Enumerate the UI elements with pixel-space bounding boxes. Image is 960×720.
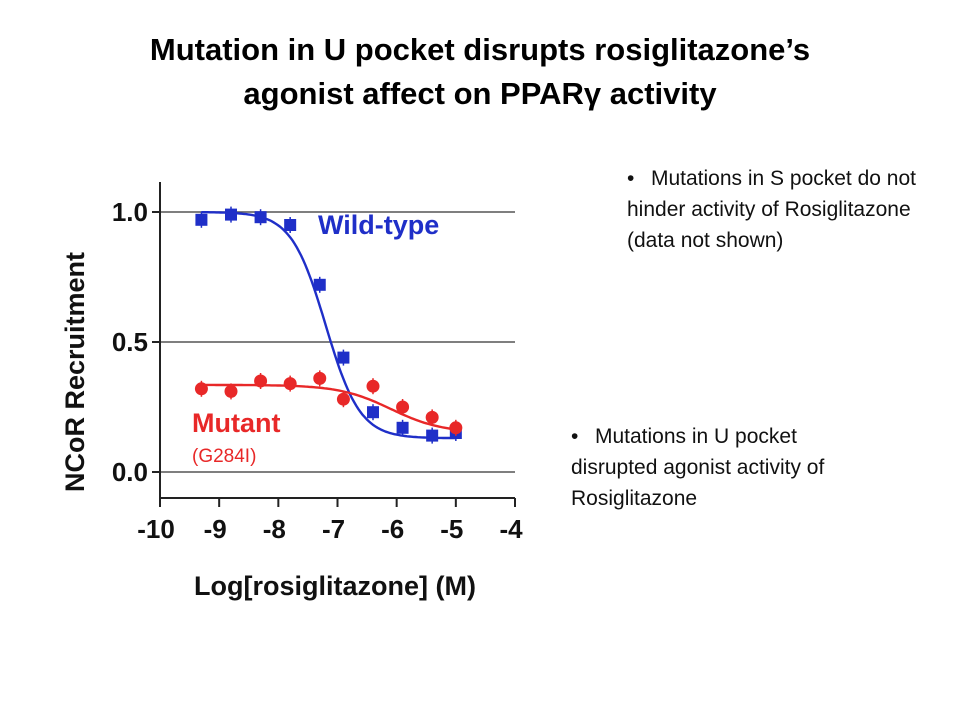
data-point-wild-type [367, 406, 379, 419]
x-tick-label: -5 [440, 514, 463, 544]
data-point-wild-type [396, 421, 409, 434]
series-label-mutant-code: (G284I) [192, 446, 256, 467]
x-tick-label: -4 [499, 514, 523, 544]
data-point-mutant [194, 382, 208, 396]
data-point-mutant [313, 371, 327, 385]
data-point-wild-type [337, 351, 350, 364]
data-point-wild-type [284, 219, 297, 231]
x-tick-label: -10 [137, 514, 175, 544]
series-label-mutant: Mutant [192, 408, 280, 438]
bullet-s-pocket: • Mutations in S pocket do not hinder act… [627, 163, 927, 256]
chart-figure: 0.0 0.5 1.0 -10 -9 -8 -7 -6 -5 -4 Wild-type Mutant… [40, 168, 540, 608]
fit-curves [201, 211, 456, 440]
x-tick-label: -7 [322, 514, 345, 544]
data-point-wild-type [313, 278, 326, 291]
axes [152, 182, 516, 507]
bullet-2-text: Mutations in U pocket disrupted agonist … [571, 425, 825, 510]
data-point-mutant [254, 374, 268, 388]
x-tick-label: -9 [204, 514, 227, 544]
series-labels: Wild-type Mutant (G284I) [192, 210, 439, 467]
tick-labels: 0.0 0.5 1.0 -10 -9 -8 -7 -6 -5 -4 [112, 197, 523, 544]
title-line-2: agonist affect on PPARγ activity [243, 76, 717, 111]
data-point-mutant [425, 410, 439, 424]
series-label-wild-type: Wild-type [318, 210, 439, 240]
y-tick-label: 0.0 [112, 457, 148, 487]
y-axis-label: NCoR Recruitment [60, 252, 90, 492]
data-point-wild-type [426, 429, 439, 442]
data-point-mutant [449, 421, 463, 435]
x-tick-label: -8 [263, 514, 286, 544]
data-point-wild-type [254, 211, 267, 224]
x-tick-label: -6 [381, 514, 404, 544]
dose-response-chart: 0.0 0.5 1.0 -10 -9 -8 -7 -6 -5 -4 Wild-type Mutant… [40, 168, 540, 608]
fit-curve-mutant [201, 383, 456, 431]
bullet-1-text: Mutations in S pocket do not hinder acti… [627, 167, 916, 252]
fit-curve-wild-type [201, 211, 456, 440]
data-point-mutant [396, 400, 410, 414]
bullet-glyph: • [627, 167, 635, 190]
data-point-mutant [366, 379, 380, 393]
data-points [194, 206, 463, 444]
bullet-u-pocket: • Mutations in U pocket disrupted agonist… [571, 421, 881, 514]
data-point-mutant [224, 384, 238, 398]
slide-title: Mutation in U pocket disrupts rosiglitaz… [0, 28, 960, 116]
data-point-mutant [336, 392, 350, 406]
title-line-1: Mutation in U pocket disrupts rosiglitaz… [149, 32, 811, 67]
x-axis-label: Log[rosiglitazone] (M) [194, 571, 476, 601]
y-tick-label: 1.0 [112, 197, 148, 227]
data-point-wild-type [225, 208, 237, 221]
data-point-wild-type [195, 213, 208, 226]
bullet-glyph: • [571, 425, 579, 448]
data-point-mutant [283, 377, 297, 391]
y-tick-label: 0.5 [112, 327, 148, 357]
